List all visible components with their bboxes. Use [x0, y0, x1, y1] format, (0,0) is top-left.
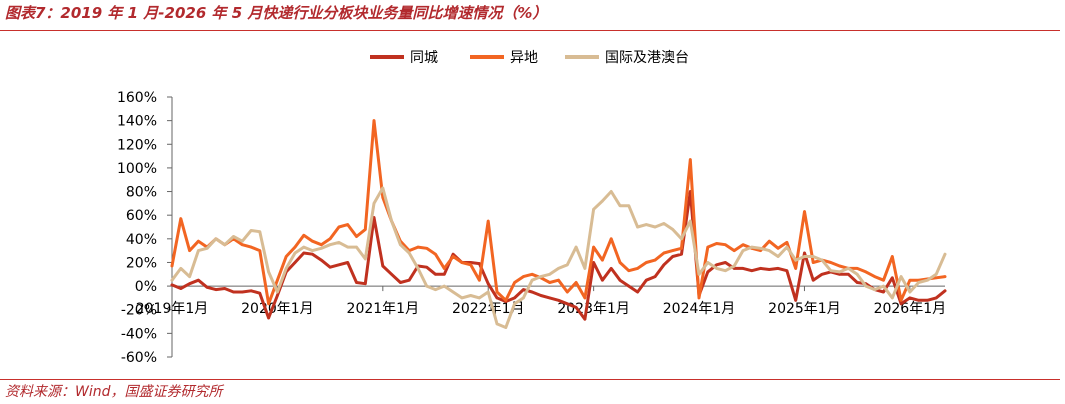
legend-label: 国际及港澳台	[605, 50, 689, 66]
x-tick-label: 2024年1月	[663, 301, 736, 317]
y-tick-label: 0%	[135, 279, 157, 295]
y-tick-label: 160%	[117, 90, 157, 106]
y-tick-label: 40%	[126, 232, 157, 248]
source-note: 资料来源：Wind，国盛证券研究所	[5, 384, 223, 400]
legend-swatch-2	[470, 55, 504, 59]
x-tick-label: 2020年1月	[241, 301, 314, 317]
legend-label: 同城	[410, 50, 438, 66]
x-tick-label: 2021年1月	[347, 301, 420, 317]
source-rule	[0, 379, 1060, 380]
series-line-2	[170, 119, 947, 306]
legend-label: 异地	[510, 50, 538, 66]
x-tick-label: 2026年1月	[874, 301, 947, 317]
x-tick-label: 2025年1月	[768, 301, 841, 317]
series-line-3	[170, 186, 947, 329]
y-tick-label: 80%	[126, 185, 157, 201]
legend-item-same-city: 同城	[370, 48, 438, 66]
y-tick-label: 140%	[117, 114, 157, 130]
x-tick-label: 2022年1月	[452, 301, 525, 317]
legend-swatch-3	[565, 55, 599, 59]
title-rule	[0, 30, 1060, 31]
y-tick-label: 20%	[126, 255, 157, 271]
y-tick-label: -20%	[121, 303, 157, 319]
x-tick-label: 2023年1月	[557, 301, 630, 317]
y-tick-label: 120%	[117, 137, 157, 153]
chart-title: 图表7：2019 年 1 月-2026 年 5 月快递行业分板块业务量同比增速情…	[5, 4, 548, 22]
series-line-1	[170, 190, 947, 321]
y-tick-label: -60%	[121, 350, 157, 366]
y-tick-label: 60%	[126, 208, 157, 224]
legend-item-inter-city: 异地	[470, 48, 538, 66]
legend-item-international: 国际及港澳台	[565, 48, 689, 66]
x-tick-label: 2019年1月	[136, 301, 209, 317]
y-tick-label: -40%	[121, 326, 157, 342]
y-tick-label: 100%	[117, 161, 157, 177]
legend-swatch-1	[370, 55, 404, 59]
